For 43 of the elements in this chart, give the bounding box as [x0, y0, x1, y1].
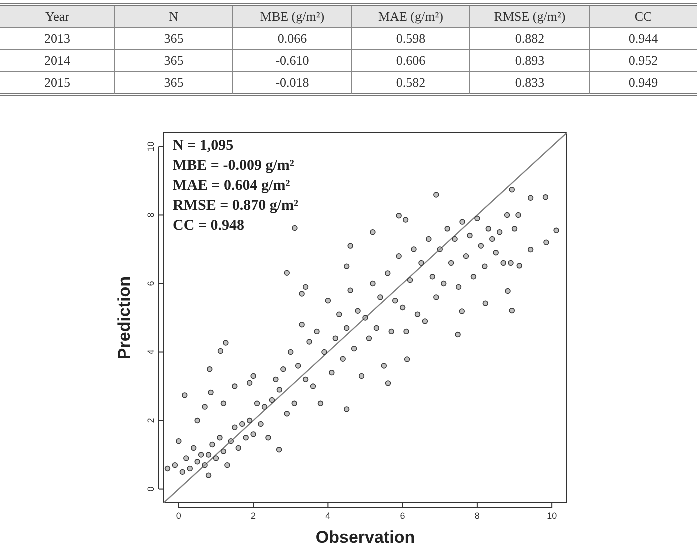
y-axis-title: Prediction [115, 276, 134, 360]
text: -0.018 [276, 75, 310, 90]
annotation: N = 1,095 [173, 138, 234, 154]
text: Year [46, 9, 70, 24]
category-label: N [169, 9, 180, 24]
category-label: RMSE (g/m²) [494, 9, 566, 24]
x-tick-label: 0 [176, 511, 182, 521]
y-tick-label: 2 [146, 418, 156, 424]
y-tick-label: 4 [146, 350, 156, 355]
x-tick-label: 8 [474, 511, 480, 521]
category-label: MBE (g/m²) [260, 9, 325, 24]
text: 0.066 [278, 31, 308, 46]
text: -0.610 [276, 53, 310, 68]
text: 0.598 [396, 31, 426, 46]
x-tick-label: 4 [326, 511, 331, 521]
text: 0.893 [515, 53, 545, 68]
text: 0.833 [515, 75, 545, 90]
text: 365 [164, 75, 184, 90]
annotation: MAE = 0.604 g/m² [173, 178, 291, 194]
annotation: CC = 0.948 [173, 218, 244, 234]
y-tick-label: 6 [146, 281, 156, 286]
y-tick-label: 8 [146, 212, 156, 218]
text: 0.944 [628, 31, 658, 46]
text: 0.949 [628, 75, 658, 90]
text: 0.606 [396, 53, 426, 68]
annotation: MBE = -0.009 g/m² [173, 158, 295, 174]
x-tick-label: 6 [400, 511, 406, 521]
category-label: CC [634, 9, 652, 24]
category-label: 2014 [44, 53, 70, 68]
text: 365 [164, 53, 184, 68]
x-tick-label: 10 [547, 511, 558, 521]
text: 365 [164, 31, 184, 46]
x-tick-label: 2 [251, 511, 256, 521]
text: 0.882 [515, 31, 545, 46]
category-label: 2015 [44, 75, 70, 90]
y-tick-label: 10 [146, 142, 156, 152]
annotation: RMSE = 0.870 g/m² [173, 198, 300, 214]
category-label: MAE (g/m²) [378, 9, 444, 24]
text: 0.952 [628, 53, 658, 68]
x-axis-title: Observation [316, 528, 416, 547]
y-tick-label: 0 [146, 486, 156, 492]
text: 0.582 [396, 75, 426, 90]
category-label: 2013 [44, 31, 70, 46]
